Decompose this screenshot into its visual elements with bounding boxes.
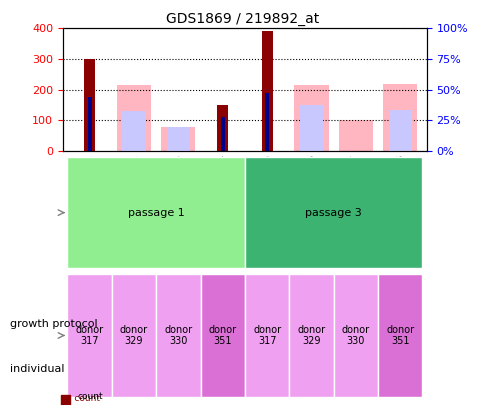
Text: growth protocol: growth protocol [10,319,97,329]
Text: individual: individual [10,364,64,373]
FancyBboxPatch shape [156,274,200,397]
Bar [166,127,190,151]
FancyBboxPatch shape [244,274,288,397]
FancyBboxPatch shape [333,274,377,397]
FancyBboxPatch shape [244,157,422,268]
Bar [338,121,372,151]
Bar [117,85,151,151]
FancyBboxPatch shape [67,274,112,397]
FancyBboxPatch shape [112,274,156,397]
Text: donor
329: donor 329 [297,325,325,346]
Bar [161,127,195,151]
Text: ■ count: ■ count [63,394,100,403]
Bar [388,110,411,151]
Bar [299,105,322,151]
Text: donor
330: donor 330 [164,325,192,346]
Text: donor
351: donor 351 [208,325,236,346]
Text: donor
330: donor 330 [341,325,369,346]
Bar [294,85,328,151]
Text: passage 3: passage 3 [304,208,361,217]
FancyBboxPatch shape [377,274,422,397]
Text: donor
329: donor 329 [120,325,148,346]
Bar [122,111,145,151]
Text: donor
317: donor 317 [253,325,281,346]
Text: count: count [77,392,103,401]
Bar [220,117,224,151]
FancyBboxPatch shape [67,157,244,268]
Bar [382,84,416,151]
FancyBboxPatch shape [288,274,333,397]
Bar [88,98,91,151]
Bar [217,105,227,151]
Bar [265,93,269,151]
Bar [261,32,272,151]
Text: passage 1: passage 1 [128,208,184,217]
Text: GDS1869 / 219892_at: GDS1869 / 219892_at [166,12,318,26]
FancyBboxPatch shape [200,274,244,397]
Text: donor
317: donor 317 [76,325,104,346]
Bar [84,59,95,151]
Text: donor
351: donor 351 [385,325,413,346]
